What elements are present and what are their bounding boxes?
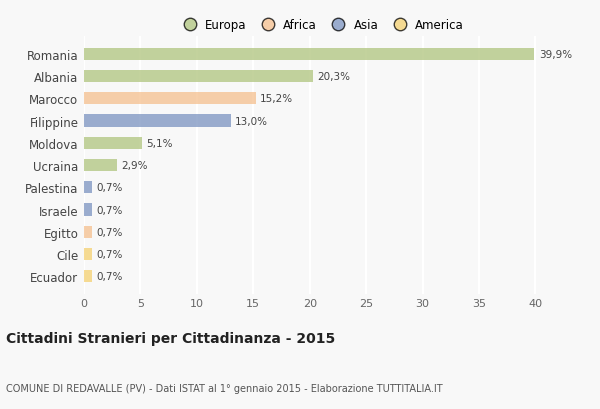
Text: 15,2%: 15,2% bbox=[260, 94, 293, 104]
Text: 39,9%: 39,9% bbox=[539, 49, 572, 60]
Legend: Europa, Africa, Asia, America: Europa, Africa, Asia, America bbox=[173, 14, 469, 37]
Text: 0,7%: 0,7% bbox=[97, 205, 123, 215]
Bar bbox=[84, 271, 92, 283]
Text: 20,3%: 20,3% bbox=[317, 72, 350, 82]
Text: 0,7%: 0,7% bbox=[97, 183, 123, 193]
Bar bbox=[84, 182, 92, 194]
Text: 0,7%: 0,7% bbox=[97, 227, 123, 237]
Text: Cittadini Stranieri per Cittadinanza - 2015: Cittadini Stranieri per Cittadinanza - 2… bbox=[6, 332, 335, 346]
Text: 0,7%: 0,7% bbox=[97, 249, 123, 259]
Bar bbox=[84, 226, 92, 238]
Bar bbox=[84, 137, 142, 150]
Text: 13,0%: 13,0% bbox=[235, 116, 268, 126]
Text: COMUNE DI REDAVALLE (PV) - Dati ISTAT al 1° gennaio 2015 - Elaborazione TUTTITAL: COMUNE DI REDAVALLE (PV) - Dati ISTAT al… bbox=[6, 383, 443, 393]
Text: 5,1%: 5,1% bbox=[146, 139, 173, 148]
Bar bbox=[84, 93, 256, 105]
Bar bbox=[84, 49, 534, 61]
Bar bbox=[84, 71, 313, 83]
Bar bbox=[84, 115, 231, 127]
Bar bbox=[84, 204, 92, 216]
Text: 2,9%: 2,9% bbox=[121, 161, 148, 171]
Text: 0,7%: 0,7% bbox=[97, 272, 123, 282]
Bar bbox=[84, 248, 92, 261]
Bar bbox=[84, 160, 117, 172]
